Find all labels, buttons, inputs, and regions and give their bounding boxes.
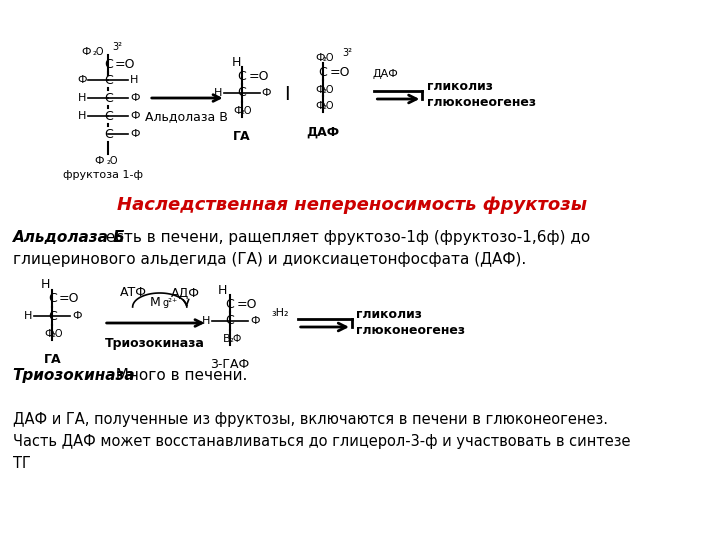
Text: Ф: Ф <box>94 156 104 166</box>
Text: C: C <box>48 293 57 306</box>
Text: глицеринового альдегида (ГА) и диоксиацетонфосфата (ДАФ).: глицеринового альдегида (ГА) и диоксиаце… <box>13 252 526 267</box>
Text: ₂О: ₂О <box>322 85 333 95</box>
Text: АДФ: АДФ <box>171 287 199 300</box>
Text: ТГ: ТГ <box>13 456 30 471</box>
Text: глюконеогенез: глюконеогенез <box>356 325 465 338</box>
Text: фруктоза 1-ф: фруктоза 1-ф <box>63 170 143 180</box>
Text: ДАФ и ГА, полученные из фруктозы, включаются в печени в глюконеогенез.: ДАФ и ГА, полученные из фруктозы, включа… <box>13 412 608 427</box>
Text: ₃H₂: ₃H₂ <box>271 308 289 318</box>
Text: ₂Ф: ₂Ф <box>230 334 243 344</box>
Text: C: C <box>104 110 112 123</box>
Text: H: H <box>218 284 228 296</box>
Text: H: H <box>78 111 86 121</box>
Text: Ф: Ф <box>130 129 140 139</box>
Text: C: C <box>238 86 246 99</box>
Text: Ф: Ф <box>315 85 325 95</box>
Text: АТФ: АТФ <box>120 287 147 300</box>
Text: Триозокиназа: Триозокиназа <box>13 368 135 383</box>
Text: M: M <box>150 296 161 309</box>
Text: Ф: Ф <box>77 75 86 85</box>
Text: В: В <box>223 334 230 344</box>
Text: 3-ГАФ: 3-ГАФ <box>210 358 250 371</box>
Text: H: H <box>214 88 222 98</box>
Text: Ф: Ф <box>44 329 54 339</box>
Text: =O: =O <box>248 70 269 83</box>
Text: C: C <box>104 127 112 140</box>
Text: =O: =O <box>114 58 135 71</box>
Text: ГА: ГА <box>43 353 61 366</box>
Text: 3²: 3² <box>342 48 352 58</box>
Text: ГА: ГА <box>233 130 251 143</box>
Text: гликолиз: гликолиз <box>356 308 423 321</box>
Text: ДАФ: ДАФ <box>372 69 398 79</box>
Text: H: H <box>130 75 138 85</box>
Text: =O: =O <box>329 65 350 78</box>
Text: I: I <box>284 84 289 104</box>
Text: Ф: Ф <box>72 311 81 321</box>
Text: H: H <box>232 56 241 69</box>
Text: Наследственная непереносимость фруктозы: Наследственная непереносимость фруктозы <box>117 196 587 214</box>
Text: C: C <box>225 314 235 327</box>
Text: Ф: Ф <box>315 53 325 63</box>
Text: глюконеогенез: глюконеогенез <box>427 97 536 110</box>
Text: C: C <box>238 70 246 83</box>
Text: C: C <box>48 309 57 322</box>
Text: =O: =O <box>58 293 79 306</box>
Text: Ф: Ф <box>130 93 140 103</box>
Text: H: H <box>202 316 210 326</box>
Text: C: C <box>104 91 112 105</box>
Text: C: C <box>104 58 112 71</box>
Text: есть в печени, ращепляет фруктозо-1ф (фруктозо-1,6ф) до: есть в печени, ращепляет фруктозо-1ф (фр… <box>101 230 590 245</box>
Text: H: H <box>24 311 32 321</box>
Text: ₂О: ₂О <box>93 47 104 57</box>
Text: C: C <box>319 65 328 78</box>
Text: Ф: Ф <box>250 316 259 326</box>
Text: g²⁺: g²⁺ <box>163 298 178 308</box>
Text: Ф: Ф <box>261 88 271 98</box>
Text: Ф: Ф <box>130 111 140 121</box>
Text: C: C <box>225 298 235 310</box>
Text: 3²: 3² <box>113 42 123 52</box>
Text: H: H <box>78 93 86 103</box>
Text: ₂О: ₂О <box>107 156 118 166</box>
Text: H: H <box>40 279 50 292</box>
Text: Ф: Ф <box>234 106 243 116</box>
Text: . Много в печени.: . Много в печени. <box>107 368 248 383</box>
Text: Триозокиназа: Триозокиназа <box>105 337 205 350</box>
Text: ₂О: ₂О <box>51 329 63 339</box>
Text: =O: =O <box>236 298 257 310</box>
Text: ДАФ: ДАФ <box>307 126 340 139</box>
Text: Ф: Ф <box>81 47 91 57</box>
Text: Альдолаза Б: Альдолаза Б <box>13 230 125 245</box>
Text: ₂О: ₂О <box>241 106 253 116</box>
Text: ₂О: ₂О <box>322 101 333 111</box>
Text: ₂О: ₂О <box>322 53 333 63</box>
Text: гликолиз: гликолиз <box>427 80 492 93</box>
Text: Часть ДАФ может восстанавливаться до глицерол-3-ф и участвовать в синтезе: Часть ДАФ может восстанавливаться до гли… <box>13 434 630 449</box>
Text: Ф: Ф <box>315 101 325 111</box>
Text: C: C <box>104 73 112 86</box>
Text: Альдолаза В: Альдолаза В <box>145 110 228 123</box>
